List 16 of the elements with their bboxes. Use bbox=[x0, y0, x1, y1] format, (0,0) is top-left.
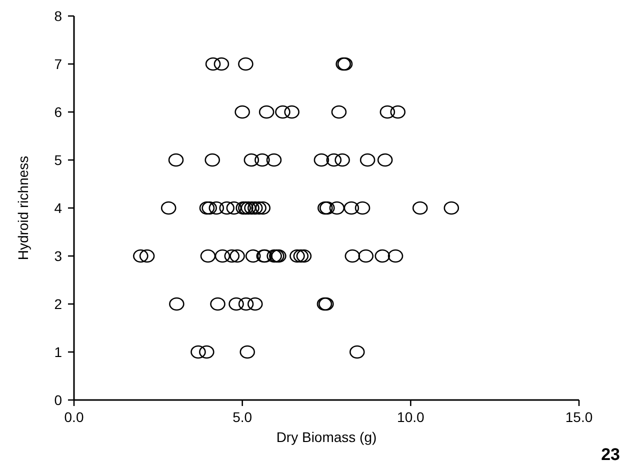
y-tick-label: 2 bbox=[54, 296, 62, 312]
y-tick-label: 8 bbox=[54, 8, 62, 24]
y-tick-label: 6 bbox=[54, 104, 62, 120]
y-tick-label: 0 bbox=[54, 392, 62, 408]
y-tick-label: 1 bbox=[54, 344, 62, 360]
y-tick-label: 4 bbox=[54, 200, 62, 216]
y-tick-label: 7 bbox=[54, 56, 62, 72]
x-tick-label: 10.0 bbox=[397, 409, 425, 425]
x-tick-label: 15.0 bbox=[565, 409, 593, 425]
y-axis-title: Hydroid richness bbox=[15, 156, 31, 260]
y-tick-label: 5 bbox=[54, 152, 62, 168]
x-tick-label: 5.0 bbox=[232, 409, 252, 425]
x-tick-label: 0.0 bbox=[64, 409, 84, 425]
y-tick-label: 3 bbox=[54, 248, 62, 264]
x-axis-title: Dry Biomass (g) bbox=[276, 429, 377, 445]
text: 23 bbox=[601, 445, 620, 464]
